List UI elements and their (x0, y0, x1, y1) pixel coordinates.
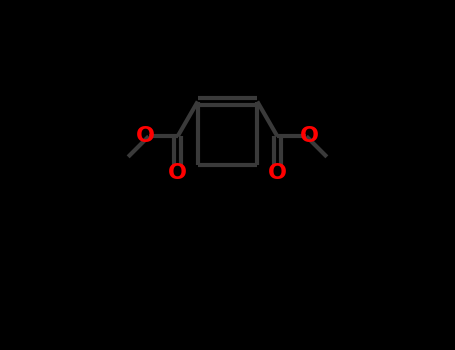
Text: O: O (168, 163, 187, 183)
Text: O: O (300, 126, 318, 146)
Text: O: O (136, 126, 155, 146)
Text: O: O (268, 163, 287, 183)
